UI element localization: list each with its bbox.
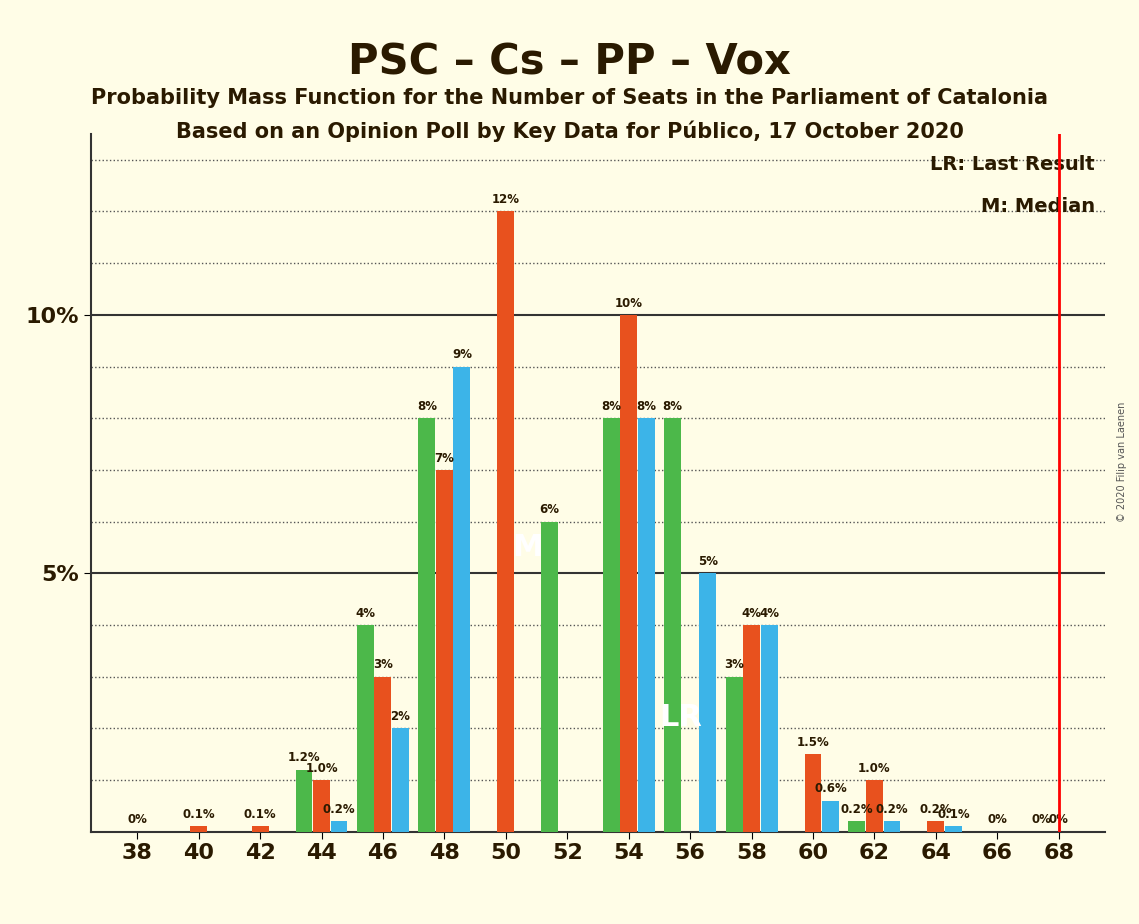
Text: 6%: 6% <box>540 504 559 517</box>
Bar <box>726 676 743 832</box>
Text: 0%: 0% <box>1031 813 1051 826</box>
Text: 8%: 8% <box>417 400 437 413</box>
Text: 0%: 0% <box>988 813 1007 826</box>
Text: 4%: 4% <box>355 607 376 620</box>
Text: 0.6%: 0.6% <box>814 783 847 796</box>
Bar <box>418 419 435 832</box>
Bar <box>743 625 760 832</box>
Bar <box>375 676 392 832</box>
Text: 12%: 12% <box>492 193 519 206</box>
Bar <box>664 419 681 832</box>
Bar <box>603 419 620 832</box>
Bar <box>498 212 515 832</box>
Bar <box>866 780 883 832</box>
Bar <box>849 821 866 832</box>
Text: 0.2%: 0.2% <box>876 803 908 816</box>
Bar <box>330 821 347 832</box>
Text: 7%: 7% <box>434 452 454 465</box>
Bar <box>761 625 778 832</box>
Text: M: Median: M: Median <box>981 197 1095 216</box>
Text: PSC – Cs – PP – Vox: PSC – Cs – PP – Vox <box>349 42 790 83</box>
Text: 5%: 5% <box>698 555 718 568</box>
Text: 0.2%: 0.2% <box>322 803 355 816</box>
Text: Based on an Opinion Poll by Key Data for Público, 17 October 2020: Based on an Opinion Poll by Key Data for… <box>175 120 964 141</box>
Text: 8%: 8% <box>637 400 656 413</box>
Bar <box>621 315 637 832</box>
Text: 0.1%: 0.1% <box>244 808 277 821</box>
Text: 0%: 0% <box>128 813 147 826</box>
Bar <box>884 821 901 832</box>
Bar <box>392 728 409 832</box>
Bar <box>927 821 944 832</box>
Bar <box>822 800 839 832</box>
Bar <box>252 826 269 832</box>
Text: M: M <box>513 533 542 562</box>
Text: 2%: 2% <box>391 710 410 723</box>
Text: 3%: 3% <box>724 659 744 672</box>
Text: 1.2%: 1.2% <box>288 751 320 764</box>
Bar <box>699 573 716 832</box>
Text: 1.5%: 1.5% <box>796 736 829 749</box>
Text: 0.2%: 0.2% <box>841 803 874 816</box>
Text: LR: LR <box>659 703 703 733</box>
Text: 0.1%: 0.1% <box>937 808 969 821</box>
Text: 10%: 10% <box>615 297 642 310</box>
Text: 9%: 9% <box>452 348 472 361</box>
Bar <box>313 780 330 832</box>
Text: 4%: 4% <box>759 607 779 620</box>
Text: 1.0%: 1.0% <box>858 761 891 774</box>
Bar <box>190 826 207 832</box>
Text: 8%: 8% <box>601 400 621 413</box>
Text: 3%: 3% <box>372 659 393 672</box>
Text: © 2020 Filip van Laenen: © 2020 Filip van Laenen <box>1117 402 1126 522</box>
Bar <box>804 754 821 832</box>
Text: LR: Last Result: LR: Last Result <box>929 155 1095 174</box>
Bar <box>945 826 961 832</box>
Bar <box>541 521 558 832</box>
Bar <box>638 419 655 832</box>
Text: 0.2%: 0.2% <box>919 803 952 816</box>
Text: 1.0%: 1.0% <box>305 761 338 774</box>
Text: 4%: 4% <box>741 607 762 620</box>
Text: 0%: 0% <box>1049 813 1068 826</box>
Bar <box>436 470 453 832</box>
Bar <box>453 367 470 832</box>
Bar <box>357 625 374 832</box>
Text: 8%: 8% <box>663 400 682 413</box>
Text: 0.1%: 0.1% <box>182 808 215 821</box>
Bar <box>295 770 312 832</box>
Text: Probability Mass Function for the Number of Seats in the Parliament of Catalonia: Probability Mass Function for the Number… <box>91 88 1048 108</box>
